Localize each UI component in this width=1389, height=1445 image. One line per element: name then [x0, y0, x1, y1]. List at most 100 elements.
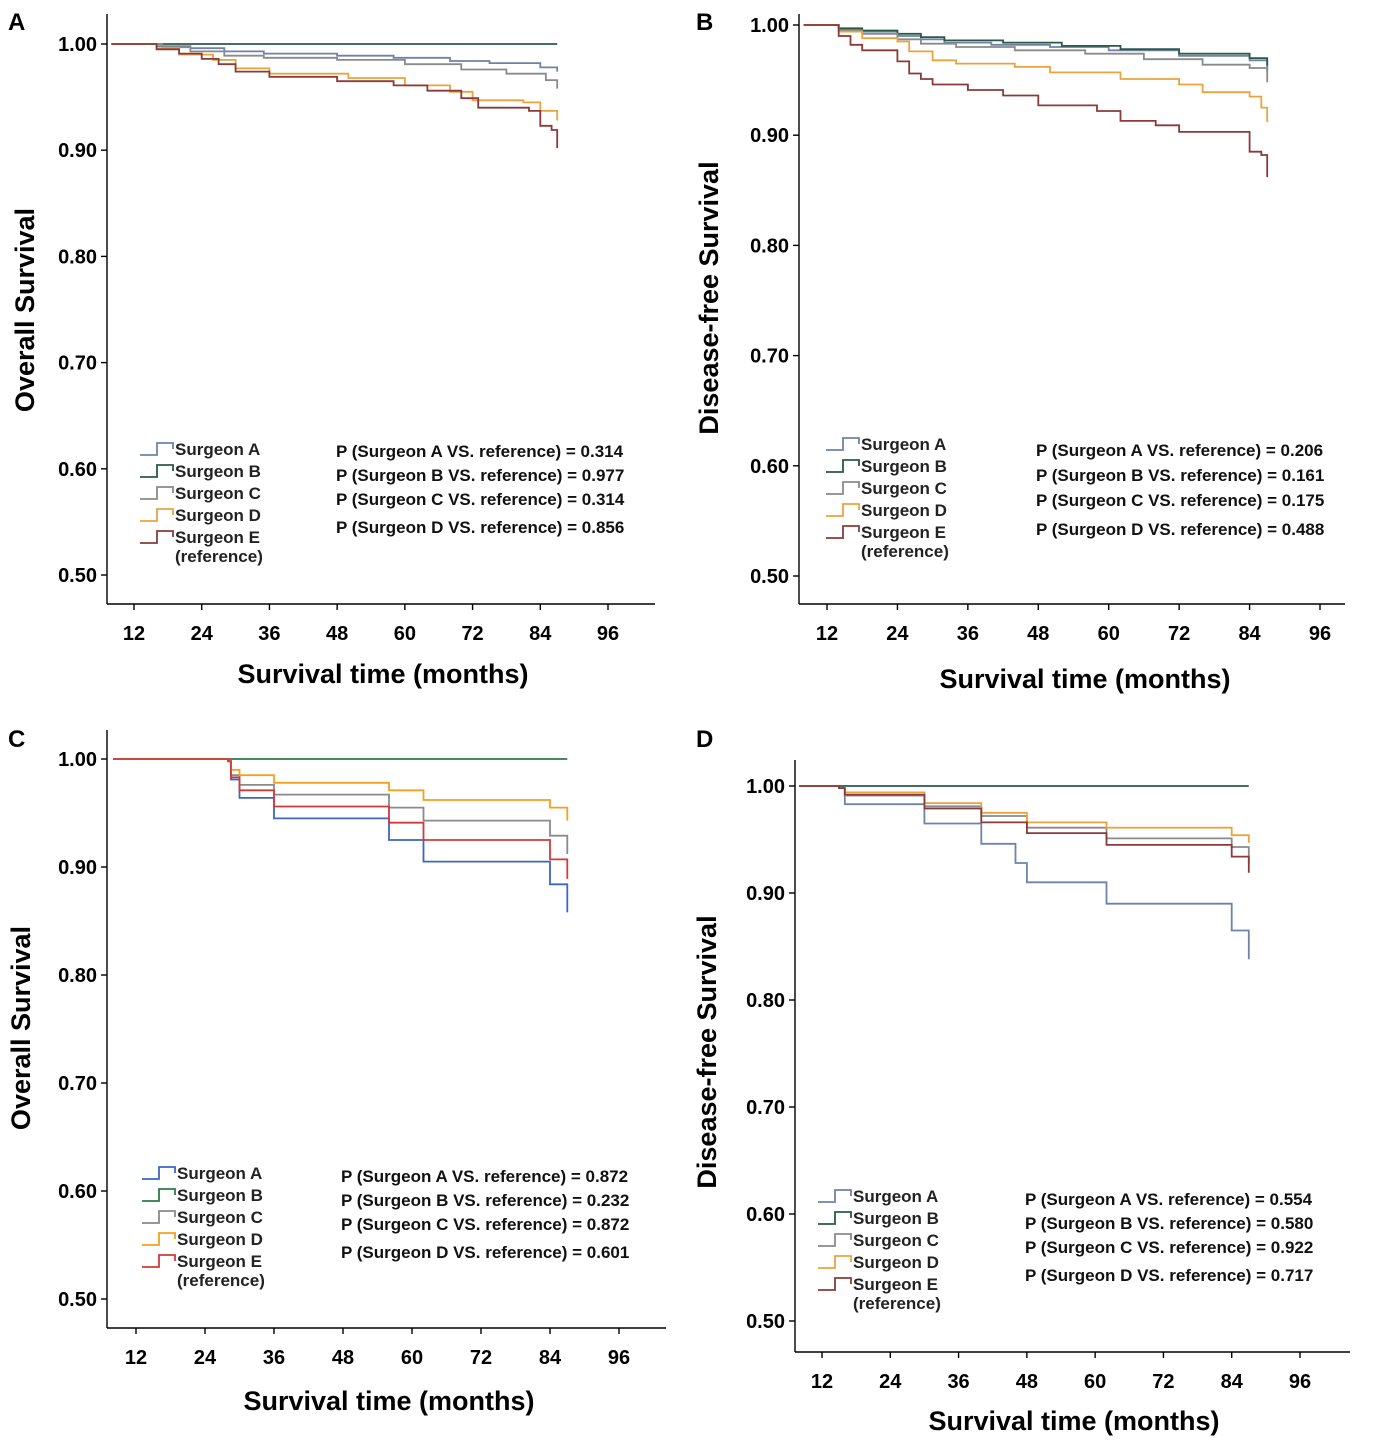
p-value-label: P (Surgeon C VS. reference) = 0.314 — [336, 490, 625, 509]
x-tick-label: 48 — [1027, 623, 1049, 645]
p-value-label: P (Surgeon C VS. reference) = 0.872 — [341, 1215, 629, 1234]
legend-label: Surgeon E — [861, 523, 946, 542]
series-line-surgeon-e-reference — [799, 785, 1250, 873]
x-tick-label: 24 — [879, 1371, 902, 1393]
series-line-surgeon-b — [803, 24, 1269, 66]
y-tick-label: 1.00 — [746, 776, 785, 798]
p-value-label: P (Surgeon B VS. reference) = 0.161 — [1036, 466, 1324, 485]
y-tick-label: 1.00 — [750, 15, 789, 37]
x-tick-label: 84 — [1238, 623, 1261, 645]
legend-symbol — [140, 508, 174, 522]
y-tick-label: 0.60 — [58, 459, 97, 481]
x-axis-title: Survival time (months) — [928, 1406, 1219, 1436]
panel-letter: C — [8, 726, 25, 753]
series-line-surgeon-e-reference — [113, 758, 569, 879]
p-value-label: P (Surgeon C VS. reference) = 0.922 — [1025, 1238, 1313, 1257]
y-tick-label: 0.60 — [750, 456, 789, 478]
series-line-surgeon-c — [799, 785, 1250, 863]
y-tick-label: 0.80 — [58, 246, 97, 268]
legend-symbol — [826, 481, 860, 495]
legend-label: Surgeon D — [861, 501, 947, 520]
x-axis-title: Survival time (months) — [939, 664, 1230, 694]
panel-c: C 1.00 0.90 0.80 0.70 0.60 0.50 12 24 36 48 60 72 84 9… — [6, 726, 666, 1416]
y-tick-label: 0.90 — [750, 125, 789, 147]
legend-symbol — [818, 1233, 852, 1247]
x-tick-label: 72 — [461, 623, 483, 645]
x-axis-title: Survival time (months) — [243, 1386, 534, 1416]
legend-label: Surgeon E — [175, 528, 260, 547]
legend-symbol — [142, 1188, 176, 1202]
y-tick-label: 0.70 — [746, 1097, 785, 1119]
y-axis-title: Overall Survival — [6, 926, 36, 1130]
legend-label: Surgeon E — [853, 1275, 938, 1294]
legend-symbol — [140, 442, 174, 456]
x-tick-label: 60 — [394, 623, 416, 645]
legend-symbol — [818, 1255, 852, 1269]
y-tick-label: 0.60 — [58, 1181, 97, 1203]
x-tick-label: 60 — [401, 1347, 423, 1369]
y-tick-label: 0.90 — [58, 140, 97, 162]
panel-a: A 1.00 0.90 0.80 0.70 0.60 0.50 12 24 36 48 60 72 84 9… — [8, 9, 655, 689]
series-line-surgeon-c — [111, 43, 559, 89]
p-value-label: P (Surgeon A VS. reference) = 0.314 — [336, 442, 624, 461]
x-tick-label: 12 — [811, 1371, 833, 1393]
legend-symbol — [142, 1166, 176, 1180]
panel-d: D 1.00 0.90 0.80 0.70 0.60 0.50 12 24 36 48 60 72 84 9… — [692, 726, 1350, 1436]
y-tick-label: 0.80 — [746, 990, 785, 1012]
legend-symbol — [826, 525, 860, 539]
y-tick-label: 1.00 — [58, 749, 97, 771]
legend-label: Surgeon A — [175, 440, 260, 459]
legend-label: Surgeon B — [853, 1209, 939, 1228]
legend-label: Surgeon B — [177, 1186, 263, 1205]
panel-letter: A — [8, 9, 25, 36]
legend-symbol — [142, 1232, 176, 1246]
x-tick-label: 72 — [470, 1347, 492, 1369]
legend-symbol — [826, 459, 860, 473]
series-line-surgeon-d — [113, 758, 569, 821]
x-tick-label: 84 — [1221, 1371, 1244, 1393]
x-tick-label: 36 — [947, 1371, 969, 1393]
x-tick-label: 72 — [1168, 623, 1190, 645]
y-tick-label: 0.90 — [58, 857, 97, 879]
legend-label: Surgeon B — [861, 457, 947, 476]
y-axis-title: Disease-free Survival — [694, 161, 724, 434]
legend-symbol — [826, 437, 860, 451]
series-line-surgeon-a — [111, 43, 559, 72]
x-tick-label: 96 — [1309, 623, 1331, 645]
legend-label: Surgeon D — [853, 1253, 939, 1272]
p-value-label: P (Surgeon D VS. reference) = 0.717 — [1025, 1266, 1313, 1285]
p-value-label: P (Surgeon B VS. reference) = 0.580 — [1025, 1214, 1313, 1233]
x-tick-label: 12 — [123, 623, 145, 645]
x-tick-label: 24 — [194, 1347, 217, 1369]
legend-label-reference: (reference) — [853, 1294, 941, 1313]
legend-label: Surgeon C — [175, 484, 261, 503]
legend-label: Surgeon A — [177, 1164, 262, 1183]
legend-label: Surgeon B — [175, 462, 261, 481]
y-tick-label: 0.50 — [58, 565, 97, 587]
x-tick-label: 48 — [1016, 1371, 1038, 1393]
y-tick-label: 0.60 — [746, 1204, 785, 1226]
series-line-surgeon-d — [803, 24, 1269, 122]
legend-symbol — [140, 486, 174, 500]
x-tick-label: 72 — [1152, 1371, 1174, 1393]
p-value-label: P (Surgeon A VS. reference) = 0.554 — [1025, 1190, 1313, 1209]
legend-symbol — [142, 1210, 176, 1224]
x-tick-label: 24 — [191, 623, 214, 645]
panel-letter: B — [696, 9, 713, 36]
x-tick-label: 36 — [957, 623, 979, 645]
legend-symbol — [140, 530, 174, 544]
y-tick-label: 0.70 — [58, 353, 97, 375]
x-tick-label: 36 — [263, 1347, 285, 1369]
legend-symbol — [818, 1277, 852, 1291]
y-tick-label: 0.80 — [58, 965, 97, 987]
legend-symbol — [818, 1211, 852, 1225]
series-line-surgeon-e-reference — [803, 24, 1269, 178]
series-line-surgeon-a — [803, 24, 1269, 72]
legend-label: Surgeon C — [861, 479, 947, 498]
series-line-surgeon-c — [803, 24, 1269, 83]
y-tick-label: 0.70 — [750, 346, 789, 368]
p-value-label: P (Surgeon A VS. reference) = 0.872 — [341, 1167, 628, 1186]
y-tick-label: 0.70 — [58, 1073, 97, 1095]
legend-label: Surgeon A — [861, 435, 946, 454]
legend-symbol — [140, 464, 174, 478]
